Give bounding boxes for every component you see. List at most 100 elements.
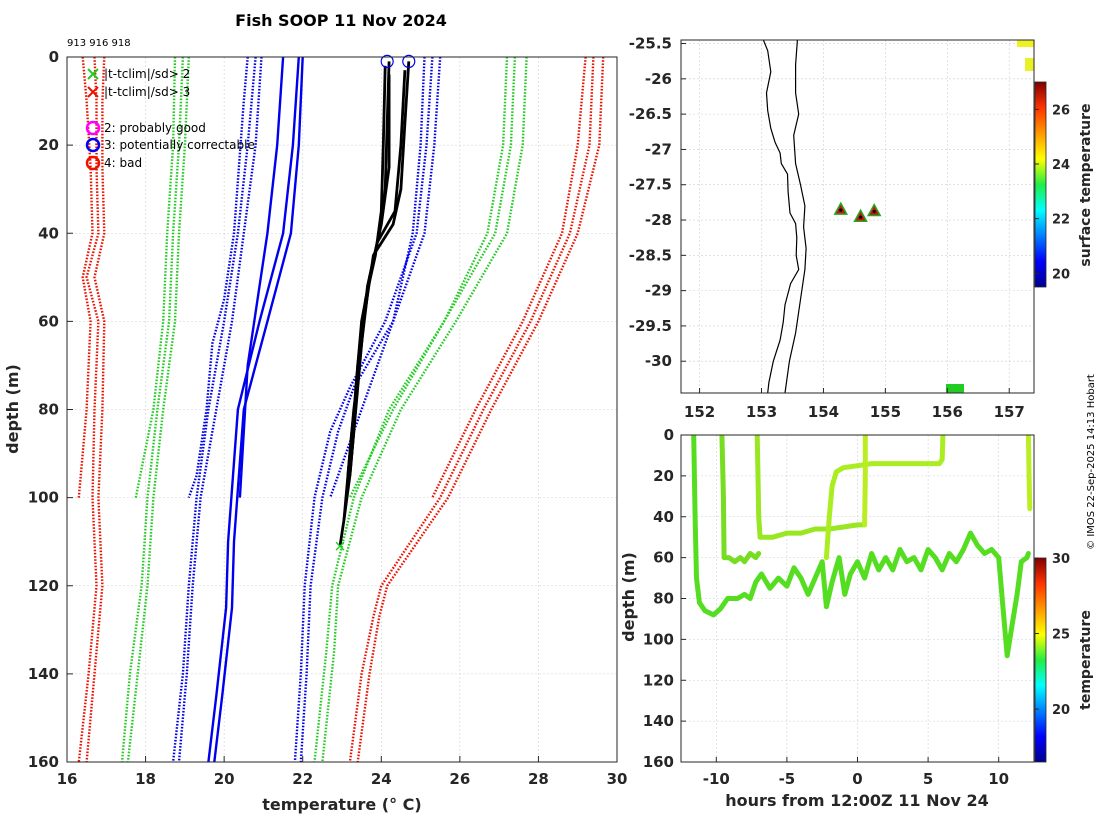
profile-panel: 16 18 20 22 24 26 28 30 0 20 40 60 80 100 120 140 160 te… bbox=[3, 48, 627, 814]
map-grid bbox=[681, 40, 1034, 393]
map-colorbar-label: surface temperature bbox=[1078, 103, 1094, 266]
ts-y-tick-label: 40 bbox=[653, 508, 674, 526]
profile-5 bbox=[350, 74, 391, 454]
credit-label: © IMOS 22-Sep-2025 14:13 Hobart bbox=[1086, 374, 1097, 550]
clim-green-dot-4 bbox=[348, 57, 509, 499]
profile-x-tick-label: 30 bbox=[607, 770, 628, 788]
clim-blue-dot-4 bbox=[329, 57, 426, 499]
ts-x-tick-label: 5 bbox=[923, 770, 933, 788]
ts-y-tick-label: 20 bbox=[653, 467, 674, 485]
ts-y-tick-label: 140 bbox=[643, 712, 674, 730]
legend: |t-tclim|/sd> 2 |t-tclim|/sd> 3 2: probabl… bbox=[85, 67, 255, 171]
profile-y-axis-label: depth (m) bbox=[3, 364, 22, 454]
clim-green-dot-3 bbox=[126, 57, 190, 762]
profile-y-tick-label: 100 bbox=[28, 489, 59, 507]
profile-x-tick-label: 18 bbox=[135, 770, 156, 788]
map-x-tick-label: 157 bbox=[994, 403, 1025, 421]
map-content bbox=[762, 40, 1034, 393]
shelf-contour bbox=[784, 40, 807, 393]
legend-label: 4: bad bbox=[104, 156, 142, 170]
ts-y-tick-label: 80 bbox=[653, 590, 674, 608]
profile-flags bbox=[335, 54, 416, 551]
ts-colorbar-tick-label: 30 bbox=[1052, 552, 1070, 567]
map-sst-patch-3 bbox=[946, 384, 964, 393]
profile-x-tick-label: 16 bbox=[57, 770, 78, 788]
map-y-tick-label: -25.5 bbox=[629, 35, 672, 53]
station-dot bbox=[872, 209, 876, 214]
profile-y-tick-label: 20 bbox=[38, 136, 59, 154]
profile-x-tick-label: 26 bbox=[449, 770, 470, 788]
map-x-tick-label: 153 bbox=[746, 403, 777, 421]
timeseries-colorbar bbox=[1034, 557, 1047, 763]
profile-y-tick-label: 0 bbox=[49, 48, 59, 66]
clim-blue-dot-3 bbox=[177, 57, 263, 762]
legend-marker-circle bbox=[85, 120, 101, 136]
profile-x-axis-label: temperature (° C) bbox=[262, 795, 421, 814]
station-dot bbox=[839, 208, 843, 212]
legend-marker-x bbox=[87, 68, 99, 80]
map-colorbar-tick-label: 26 bbox=[1052, 103, 1070, 118]
clim-blue-3 bbox=[213, 57, 304, 762]
legend-label: |t-tclim|/sd> 3 bbox=[104, 85, 190, 99]
ts-y-tick-label: 160 bbox=[643, 753, 674, 771]
profile-y-tick-label: 60 bbox=[38, 312, 59, 330]
ts-colorbar-tick-label: 20 bbox=[1052, 703, 1070, 718]
map-colorbar-tick-label: 20 bbox=[1052, 267, 1070, 282]
ts-y-tick-label: 0 bbox=[664, 426, 674, 444]
ts-y-tick-label: 60 bbox=[653, 549, 674, 567]
legend-marker-circle bbox=[85, 137, 101, 153]
map-panel: 152 153 154 155 156 157 -25.5 -26 -26.5 -27 -27.5 -… bbox=[629, 35, 1094, 421]
flag-circle bbox=[380, 54, 394, 69]
ts-x-tick-label: 0 bbox=[852, 770, 862, 788]
track-1 bbox=[691, 435, 1031, 659]
profile-lines bbox=[77, 57, 605, 762]
map-points bbox=[833, 201, 882, 222]
map-x-tick-label: 154 bbox=[808, 403, 839, 421]
clim-blue-dot-2 bbox=[171, 57, 257, 762]
clim-blue-dot-5 bbox=[293, 57, 434, 762]
timeseries-y-axis-label: depth (m) bbox=[619, 552, 638, 642]
clim-green-dot-2 bbox=[120, 57, 185, 762]
profile-ticks: 16 18 20 22 24 26 28 30 0 20 40 60 80 100 120 140 160 bbox=[28, 48, 628, 788]
ts-colorbar-tick-label: 25 bbox=[1052, 628, 1070, 643]
ts-x-tick-label: -10 bbox=[703, 770, 730, 788]
map-y-tick-label: -27.5 bbox=[629, 176, 672, 194]
track-4 bbox=[823, 435, 946, 561]
map-y-tick-label: -29 bbox=[645, 282, 672, 300]
map-y-tick-label: -28 bbox=[645, 211, 672, 229]
profile-x-tick-label: 22 bbox=[292, 770, 313, 788]
track-3 bbox=[754, 435, 868, 540]
legend-marker-circle bbox=[85, 155, 101, 171]
track-6 bbox=[1025, 435, 1033, 512]
clim-blue-dot-6 bbox=[299, 57, 442, 762]
clim-red-dot-4 bbox=[431, 57, 587, 499]
map-colorbar-tick-label: 24 bbox=[1052, 158, 1070, 173]
timeseries-colorbar-ticks: 20 25 30 bbox=[1035, 552, 1070, 718]
clim-red-dot-3 bbox=[85, 57, 106, 762]
profile-y-tick-label: 140 bbox=[28, 665, 59, 683]
flag-cross bbox=[335, 541, 345, 551]
clim-blue-1 bbox=[238, 57, 285, 498]
map-y-tick-label: -26 bbox=[645, 70, 672, 88]
clim-red-dot-6 bbox=[356, 57, 605, 762]
map-ticks: 152 153 154 155 156 157 -25.5 -26 -26.5 -27 -27.5 -… bbox=[629, 35, 1025, 421]
profile-y-tick-label: 40 bbox=[38, 224, 59, 242]
track-5 bbox=[862, 435, 868, 528]
map-x-tick-label: 156 bbox=[932, 403, 963, 421]
timeseries-colorbar-label: temperature bbox=[1078, 610, 1094, 710]
profile-y-tick-label: 120 bbox=[28, 577, 59, 595]
ts-x-tick-label: -5 bbox=[779, 770, 796, 788]
map-y-tick-label: -29.5 bbox=[629, 317, 672, 335]
timeseries-tracks bbox=[691, 435, 1033, 659]
profile-y-tick-label: 160 bbox=[28, 753, 59, 771]
ts-y-tick-label: 120 bbox=[643, 671, 674, 689]
map-frame bbox=[680, 39, 1035, 394]
profile-y-tick-label: 80 bbox=[38, 401, 59, 419]
map-colorbar bbox=[1034, 81, 1047, 288]
map-y-tick-label: -27 bbox=[645, 140, 672, 158]
profile-plot-area bbox=[67, 57, 617, 762]
legend-label: |t-tclim|/sd> 2 bbox=[104, 67, 190, 81]
coastline bbox=[762, 40, 800, 393]
